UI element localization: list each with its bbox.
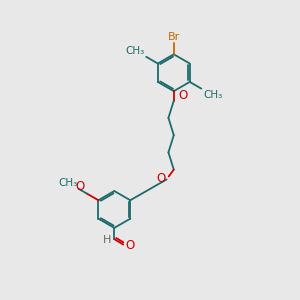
Text: H: H — [103, 235, 111, 245]
Text: CH₃: CH₃ — [125, 46, 144, 56]
Text: CH₃: CH₃ — [203, 89, 223, 100]
Text: O: O — [125, 239, 135, 252]
Text: O: O — [76, 180, 85, 193]
Text: O: O — [157, 172, 166, 185]
Text: CH₃: CH₃ — [58, 178, 77, 188]
Text: O: O — [178, 89, 187, 102]
Text: Br: Br — [168, 32, 180, 42]
